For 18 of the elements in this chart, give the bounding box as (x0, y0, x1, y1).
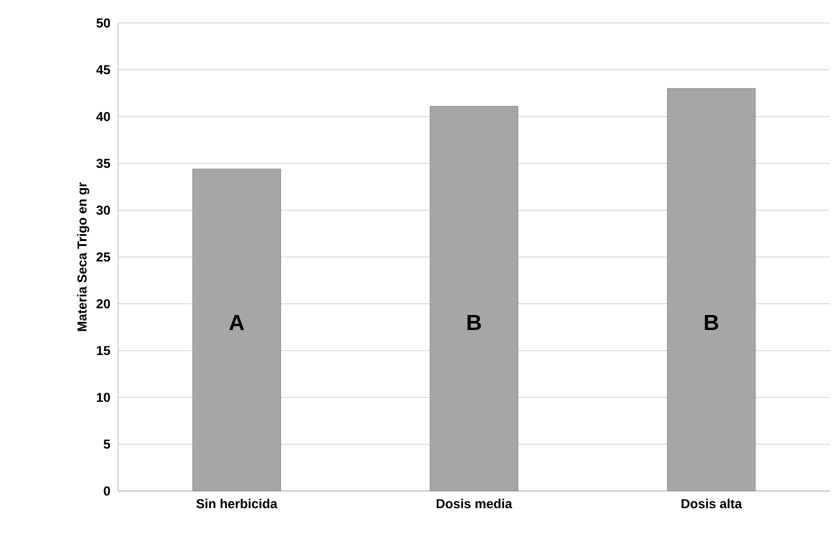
x-tick-label: Sin herbicida (196, 498, 278, 508)
y-tick-label: 25 (96, 252, 110, 262)
y-tick-label: 30 (96, 206, 110, 215)
y-tick-label: 10 (96, 392, 110, 402)
y-tick-label: 0 (104, 486, 110, 496)
y-axis-title: Materia Seca Trigo en gr (77, 182, 90, 331)
y-tick-label: 50 (96, 18, 110, 28)
annotation: B (704, 314, 718, 330)
y-tick-label: 20 (96, 299, 110, 308)
y-tick-label: 15 (96, 346, 110, 356)
x-tick-label: Dosis alta (682, 498, 742, 508)
y-tick-label: 40 (96, 112, 110, 122)
x-tick-label: Dosis media (436, 498, 512, 508)
annotation: A (229, 314, 244, 330)
y-tick-label: 35 (96, 158, 110, 168)
y-tick-label: 45 (96, 65, 110, 74)
y-tick-label: 5 (104, 440, 110, 449)
annotation: B (468, 314, 481, 330)
